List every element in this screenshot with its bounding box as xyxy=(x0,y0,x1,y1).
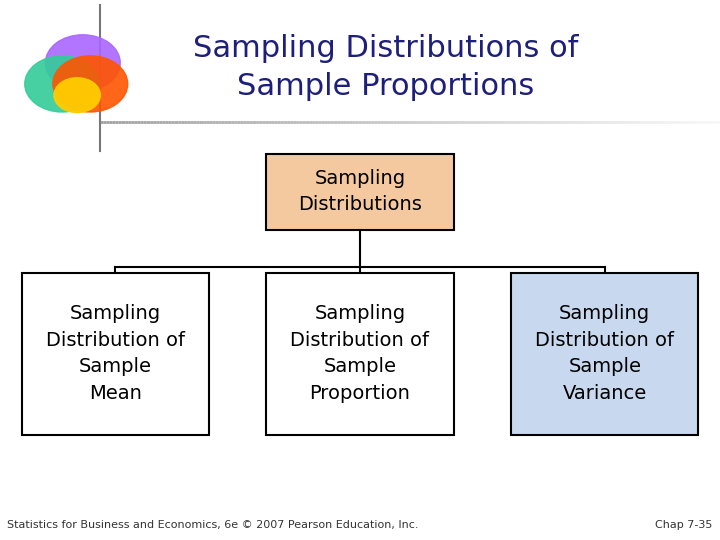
Text: Sampling Distributions of
Sample Proportions: Sampling Distributions of Sample Proport… xyxy=(192,35,578,100)
Text: Sampling
Distributions: Sampling Distributions xyxy=(298,169,422,214)
Circle shape xyxy=(53,56,127,112)
Circle shape xyxy=(24,56,99,112)
FancyBboxPatch shape xyxy=(22,273,209,435)
Circle shape xyxy=(54,78,100,112)
Text: Chap 7-35: Chap 7-35 xyxy=(655,520,713,530)
Circle shape xyxy=(45,35,120,91)
Text: Sampling
Distribution of
Sample
Mean: Sampling Distribution of Sample Mean xyxy=(45,305,185,403)
FancyBboxPatch shape xyxy=(266,154,454,230)
Text: Sampling
Distribution of
Sample
Proportion: Sampling Distribution of Sample Proporti… xyxy=(290,305,430,403)
FancyBboxPatch shape xyxy=(266,273,454,435)
Text: Statistics for Business and Economics, 6e © 2007 Pearson Education, Inc.: Statistics for Business and Economics, 6… xyxy=(7,520,419,530)
FancyBboxPatch shape xyxy=(511,273,698,435)
Text: Sampling
Distribution of
Sample
Variance: Sampling Distribution of Sample Variance xyxy=(535,305,675,403)
